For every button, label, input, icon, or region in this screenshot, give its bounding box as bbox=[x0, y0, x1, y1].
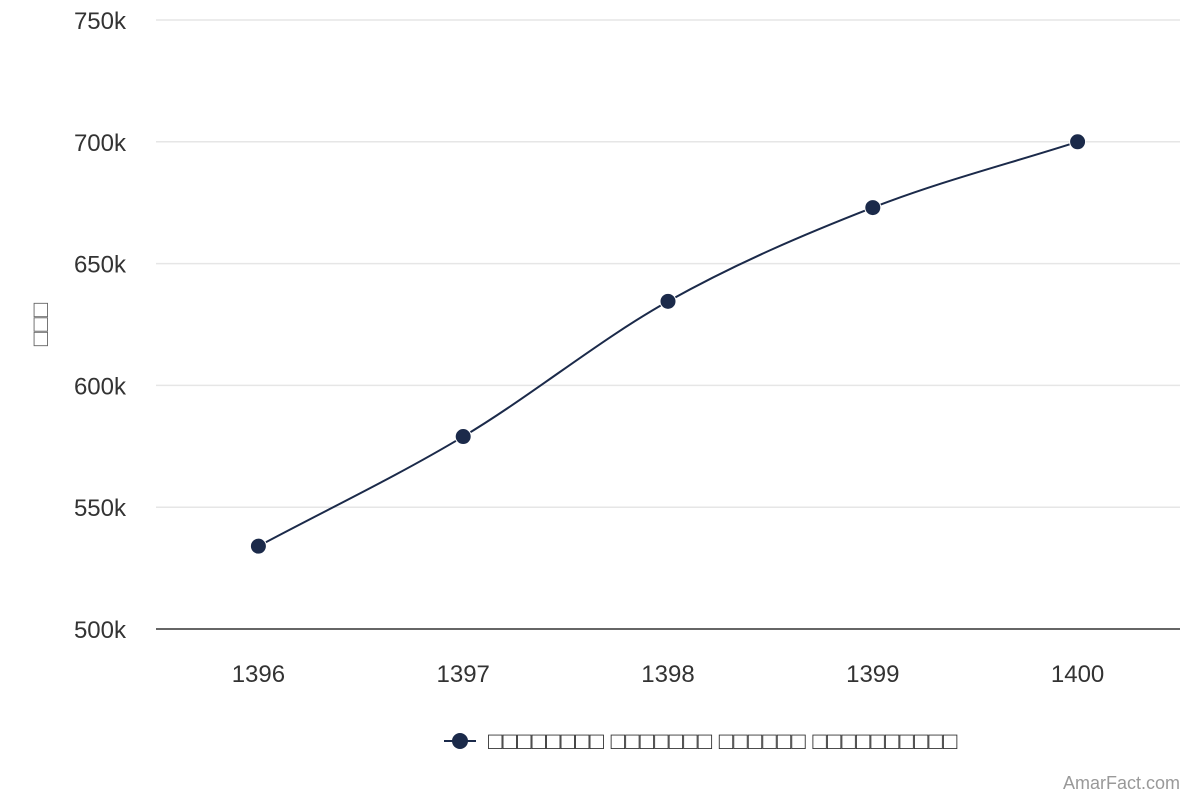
data-point bbox=[864, 199, 882, 217]
data-points bbox=[249, 133, 1087, 555]
x-tick-label: 1396 bbox=[232, 661, 285, 688]
data-point bbox=[454, 428, 472, 446]
data-point bbox=[249, 537, 267, 555]
legend-marker-symbol bbox=[452, 733, 468, 749]
y-tick-label: 650k bbox=[74, 252, 127, 279]
x-axis-ticks: 1396 1397 1398 1399 1400 bbox=[232, 661, 1105, 688]
y-tick-label: 700k bbox=[74, 130, 127, 157]
y-axis-label: □□□ bbox=[27, 302, 54, 346]
y-tick-label: 550k bbox=[74, 495, 127, 522]
credit-link[interactable]: AmarFact.com bbox=[1062, 773, 1180, 793]
x-tick-label: 1397 bbox=[437, 661, 490, 688]
y-axis-ticks: 500k 550k 600k 650k 700k 750k bbox=[74, 8, 127, 644]
y-tick-label: 500k bbox=[74, 617, 127, 644]
grid-lines bbox=[156, 19, 1180, 508]
legend[interactable]: □□□□□□□□ □□□□□□□ □□□□□□ □□□□□□□□□□ bbox=[444, 728, 958, 755]
series-line bbox=[257, 140, 1078, 548]
x-tick-label: 1398 bbox=[641, 661, 694, 688]
y-tick-label: 750k bbox=[74, 8, 127, 35]
legend-item-label: □□□□□□□□ □□□□□□□ □□□□□□ □□□□□□□□□□ bbox=[488, 728, 958, 755]
x-tick-label: 1399 bbox=[846, 661, 899, 688]
y-tick-label: 600k bbox=[74, 373, 127, 400]
data-point bbox=[1069, 133, 1087, 151]
data-point bbox=[659, 292, 677, 310]
x-tick-label: 1400 bbox=[1051, 661, 1104, 688]
